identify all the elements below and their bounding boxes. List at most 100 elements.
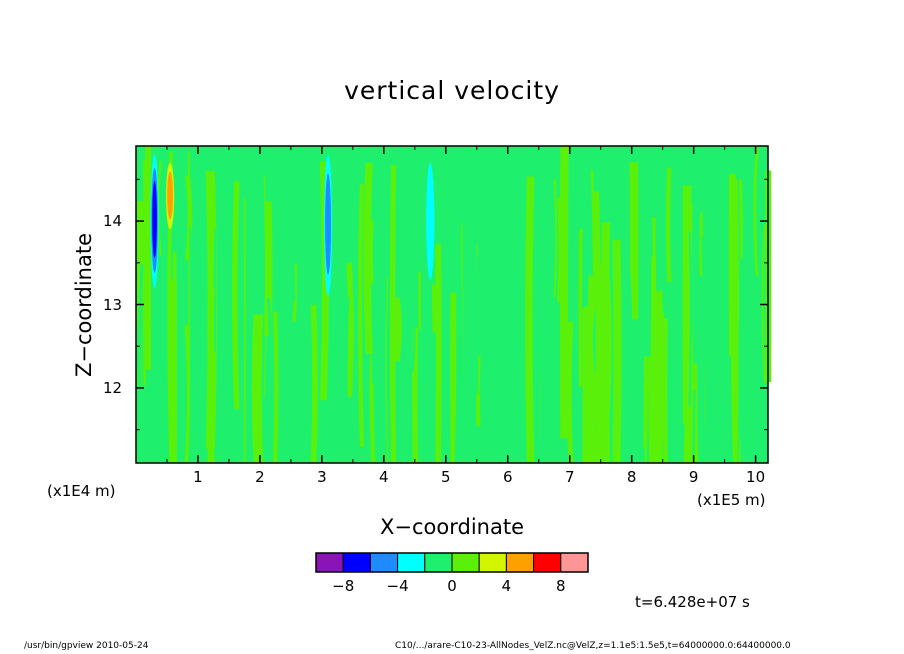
field-streak (665, 167, 672, 283)
velocity-feature (167, 171, 174, 220)
field-streak (342, 297, 350, 463)
time-label: t=6.428e+07 s (635, 593, 750, 611)
colorbar-swatch (451, 552, 480, 573)
field-streak (363, 162, 373, 354)
field-streak (138, 264, 144, 463)
field-streak (437, 156, 443, 231)
colorbar-swatch (560, 552, 589, 573)
colorbar-tick-label: 8 (556, 577, 566, 595)
x-axis-label: X−coordinate (380, 515, 524, 539)
field-streak (753, 287, 758, 463)
field-streak (251, 314, 264, 463)
field-streak (232, 181, 240, 410)
field-streak (243, 197, 246, 463)
colorbar-tick-label: 0 (447, 577, 457, 595)
colorbar-swatch (315, 552, 344, 573)
colorbar-frame (315, 552, 589, 573)
field-streak (600, 222, 611, 463)
field-streak (739, 257, 747, 463)
x-tick-label: 3 (317, 468, 327, 486)
field-streak (507, 316, 512, 463)
colorbar-tick-label: −8 (332, 577, 355, 595)
x-scale-label: (x1E5 m) (697, 491, 766, 509)
y-scale-label: (x1E4 m) (47, 482, 116, 500)
field-streak (357, 184, 364, 447)
field-streak (516, 182, 528, 285)
velocity-field (136, 146, 772, 464)
field-streak (712, 286, 723, 452)
x-tick-label: 1 (193, 468, 203, 486)
field-streak (644, 320, 649, 463)
field-streak (139, 277, 144, 463)
field-streak (559, 146, 569, 439)
field-streak (642, 155, 652, 357)
field-streak (708, 277, 712, 463)
velocity-feature (152, 181, 157, 258)
colorbar-tick-label: 4 (501, 577, 512, 595)
field-streak (286, 321, 297, 463)
field-streak (406, 324, 412, 463)
field-streak (578, 229, 583, 387)
x-tick-label: 6 (502, 468, 513, 486)
field-streak (461, 170, 470, 463)
field-streak (296, 212, 304, 437)
chart-title: vertical velocity (344, 76, 560, 105)
colorbar-swatch (342, 552, 371, 573)
velocity-features (150, 154, 435, 297)
field-streak (595, 267, 602, 463)
y-tick-label: 13 (103, 295, 123, 314)
field-streak (629, 162, 639, 320)
colorbar-swatch (478, 552, 507, 573)
field-streak (479, 320, 491, 463)
x-tick-label: 8 (626, 468, 637, 486)
field-streak (719, 268, 729, 463)
field-streak (346, 262, 355, 397)
colorbar-swatch (505, 552, 535, 573)
field-streak (662, 318, 668, 463)
footer-command: /usr/bin/gpview 2010-05-24 (24, 641, 149, 651)
colorbar-swatch (369, 552, 399, 573)
field-streak (553, 178, 558, 298)
field-streak (427, 332, 437, 463)
y-tick-label: 12 (103, 378, 123, 397)
colorbar (315, 552, 589, 573)
field-streak (738, 180, 743, 253)
x-tick-label: 10 (746, 468, 766, 486)
field-streak (761, 224, 766, 385)
field-streak (435, 243, 442, 463)
field-streak (310, 304, 318, 463)
field-streak (688, 231, 693, 407)
field-streak (336, 159, 341, 338)
field-streak (389, 164, 397, 463)
colorbar-swatch (397, 552, 426, 573)
field-streak (207, 230, 214, 463)
field-streak (145, 146, 152, 370)
velocity-feature (325, 173, 332, 275)
x-tick-label: 7 (564, 468, 575, 486)
x-tick-label: 2 (255, 468, 265, 486)
x-tick-label: 5 (441, 468, 451, 486)
colorbar-swatch (533, 552, 562, 573)
field-streak (263, 175, 268, 398)
colorbar-swatch (424, 552, 453, 573)
field-streak (220, 222, 224, 298)
field-streak (136, 201, 147, 328)
field-streak (385, 277, 389, 463)
field-streak (496, 185, 500, 284)
field-streak (653, 312, 665, 390)
field-streak (189, 226, 192, 463)
x-tick-label: 4 (379, 468, 389, 486)
field-streak (266, 297, 273, 391)
field-streak (753, 147, 759, 277)
axis-ticks (136, 146, 768, 463)
field-streak (612, 239, 622, 463)
field-streak (710, 215, 713, 385)
y-tick-label: 14 (103, 212, 123, 231)
field-streak (187, 151, 191, 395)
velocity-feature (426, 162, 435, 280)
field-streak (542, 152, 549, 268)
field-streak (157, 322, 166, 387)
field-streak (731, 251, 741, 463)
field-streak (369, 220, 374, 284)
